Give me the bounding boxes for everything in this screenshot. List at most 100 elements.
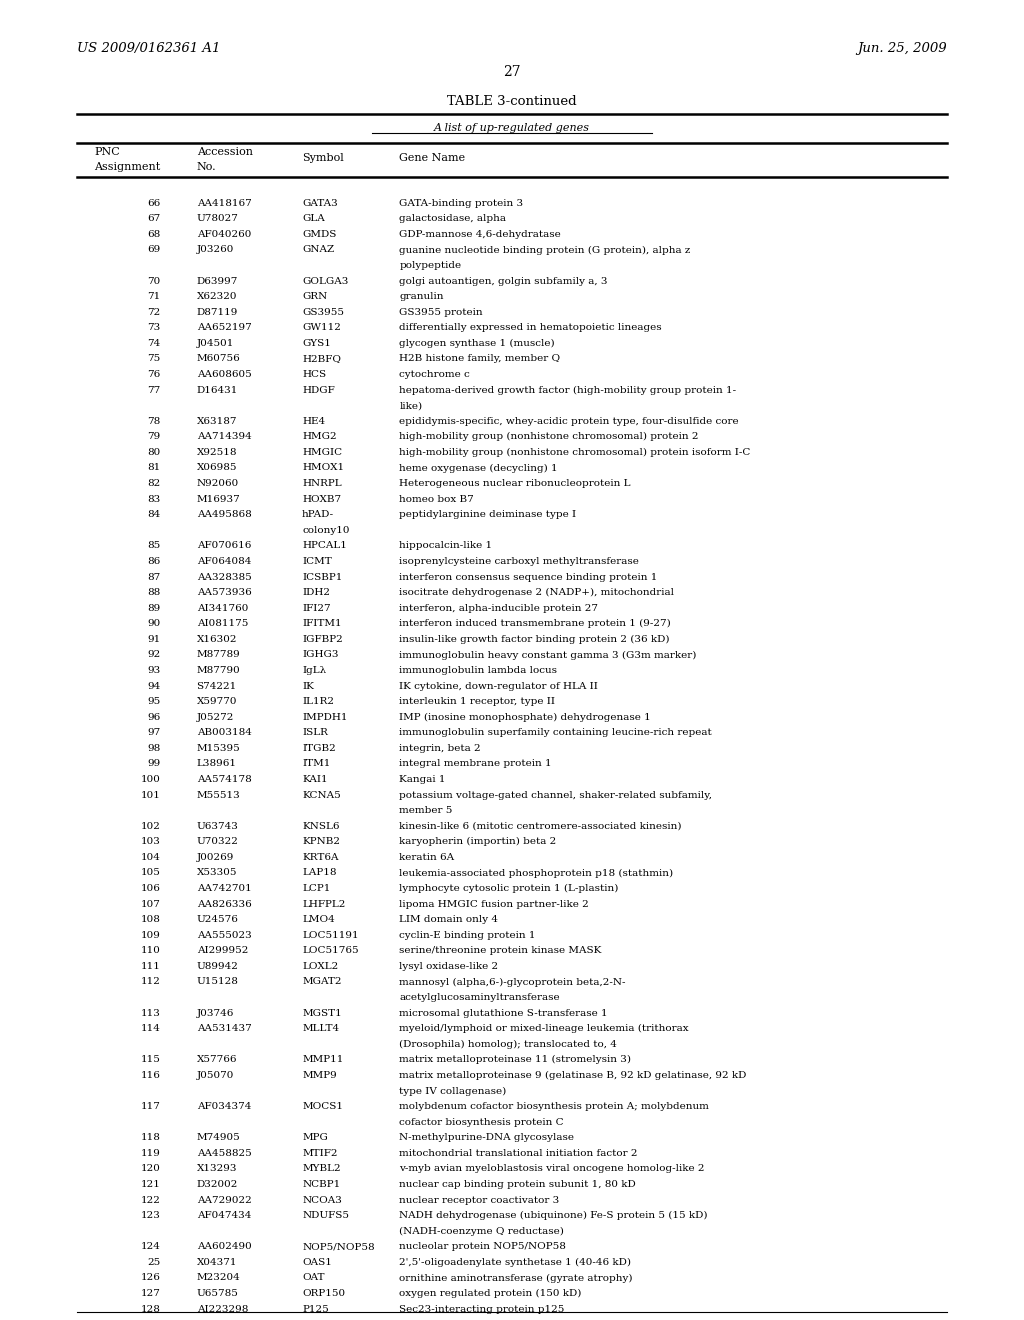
Text: polypeptide: polypeptide <box>399 261 462 271</box>
Text: KPNB2: KPNB2 <box>302 837 340 846</box>
Text: J04501: J04501 <box>197 339 233 348</box>
Text: AA328385: AA328385 <box>197 573 251 582</box>
Text: X16302: X16302 <box>197 635 238 644</box>
Text: HCS: HCS <box>302 370 327 379</box>
Text: AA531437: AA531437 <box>197 1024 251 1034</box>
Text: 102: 102 <box>141 822 161 830</box>
Text: MLLT4: MLLT4 <box>302 1024 339 1034</box>
Text: immunoglobulin heavy constant gamma 3 (G3m marker): immunoglobulin heavy constant gamma 3 (G… <box>399 651 696 660</box>
Text: 27: 27 <box>503 65 521 79</box>
Text: OAS1: OAS1 <box>302 1258 332 1267</box>
Text: NADH dehydrogenase (ubiquinone) Fe-S protein 5 (15 kD): NADH dehydrogenase (ubiquinone) Fe-S pro… <box>399 1212 708 1220</box>
Text: LHFPL2: LHFPL2 <box>302 900 345 908</box>
Text: 75: 75 <box>147 355 161 363</box>
Text: AI299952: AI299952 <box>197 946 248 956</box>
Text: AA714394: AA714394 <box>197 433 251 441</box>
Text: HMG2: HMG2 <box>302 433 337 441</box>
Text: TABLE 3-continued: TABLE 3-continued <box>447 95 577 108</box>
Text: J00269: J00269 <box>197 853 233 862</box>
Text: (Drosophila) homolog); translocated to, 4: (Drosophila) homolog); translocated to, … <box>399 1040 617 1049</box>
Text: H2BFQ: H2BFQ <box>302 355 341 363</box>
Text: IGFBP2: IGFBP2 <box>302 635 343 644</box>
Text: AA574178: AA574178 <box>197 775 251 784</box>
Text: MMP9: MMP9 <box>302 1071 337 1080</box>
Text: NOP5/NOP58: NOP5/NOP58 <box>302 1242 375 1251</box>
Text: 88: 88 <box>147 589 161 597</box>
Text: 98: 98 <box>147 744 161 752</box>
Text: 110: 110 <box>141 946 161 956</box>
Text: IK: IK <box>302 681 314 690</box>
Text: 117: 117 <box>141 1102 161 1111</box>
Text: Gene Name: Gene Name <box>399 153 466 162</box>
Text: 71: 71 <box>147 292 161 301</box>
Text: MGAT2: MGAT2 <box>302 978 342 986</box>
Text: IFI27: IFI27 <box>302 603 331 612</box>
Text: 126: 126 <box>141 1274 161 1283</box>
Text: MMP11: MMP11 <box>302 1056 343 1064</box>
Text: ITM1: ITM1 <box>302 759 331 768</box>
Text: 109: 109 <box>141 931 161 940</box>
Text: P125: P125 <box>302 1304 329 1313</box>
Text: golgi autoantigen, golgin subfamily a, 3: golgi autoantigen, golgin subfamily a, 3 <box>399 277 608 285</box>
Text: IMPDH1: IMPDH1 <box>302 713 347 722</box>
Text: LIM domain only 4: LIM domain only 4 <box>399 915 499 924</box>
Text: 73: 73 <box>147 323 161 333</box>
Text: GNAZ: GNAZ <box>302 246 334 255</box>
Text: karyopherin (importin) beta 2: karyopherin (importin) beta 2 <box>399 837 557 846</box>
Text: high-mobility group (nonhistone chromosomal) protein isoform I-C: high-mobility group (nonhistone chromoso… <box>399 447 751 457</box>
Text: 114: 114 <box>141 1024 161 1034</box>
Text: 84: 84 <box>147 511 161 519</box>
Text: 67: 67 <box>147 214 161 223</box>
Text: 122: 122 <box>141 1196 161 1205</box>
Text: lysyl oxidase-like 2: lysyl oxidase-like 2 <box>399 962 499 972</box>
Text: colony10: colony10 <box>302 525 349 535</box>
Text: 69: 69 <box>147 246 161 255</box>
Text: hPAD-: hPAD- <box>302 511 334 519</box>
Text: isoprenylcysteine carboxyl methyltransferase: isoprenylcysteine carboxyl methyltransfe… <box>399 557 639 566</box>
Text: v-myb avian myeloblastosis viral oncogene homolog-like 2: v-myb avian myeloblastosis viral oncogen… <box>399 1164 705 1173</box>
Text: 89: 89 <box>147 603 161 612</box>
Text: lymphocyte cytosolic protein 1 (L-plastin): lymphocyte cytosolic protein 1 (L-plasti… <box>399 884 618 894</box>
Text: M74905: M74905 <box>197 1134 241 1142</box>
Text: cofactor biosynthesis protein C: cofactor biosynthesis protein C <box>399 1118 564 1127</box>
Text: 112: 112 <box>141 978 161 986</box>
Text: immunoglobulin lambda locus: immunoglobulin lambda locus <box>399 667 557 675</box>
Text: granulin: granulin <box>399 292 443 301</box>
Text: interferon consensus sequence binding protein 1: interferon consensus sequence binding pr… <box>399 573 657 582</box>
Text: AI341760: AI341760 <box>197 603 248 612</box>
Text: 121: 121 <box>141 1180 161 1189</box>
Text: AA652197: AA652197 <box>197 323 251 333</box>
Text: cyclin-E binding protein 1: cyclin-E binding protein 1 <box>399 931 536 940</box>
Text: nucleolar protein NOP5/NOP58: nucleolar protein NOP5/NOP58 <box>399 1242 566 1251</box>
Text: M55513: M55513 <box>197 791 241 800</box>
Text: 87: 87 <box>147 573 161 582</box>
Text: AF040260: AF040260 <box>197 230 251 239</box>
Text: LAP18: LAP18 <box>302 869 337 878</box>
Text: 120: 120 <box>141 1164 161 1173</box>
Text: MOCS1: MOCS1 <box>302 1102 343 1111</box>
Text: microsomal glutathione S-transferase 1: microsomal glutathione S-transferase 1 <box>399 1008 608 1018</box>
Text: AF070616: AF070616 <box>197 541 251 550</box>
Text: GDP-mannose 4,6-dehydratase: GDP-mannose 4,6-dehydratase <box>399 230 561 239</box>
Text: D63997: D63997 <box>197 277 238 285</box>
Text: immunoglobulin superfamily containing leucine-rich repeat: immunoglobulin superfamily containing le… <box>399 729 712 738</box>
Text: X53305: X53305 <box>197 869 238 878</box>
Text: 116: 116 <box>141 1071 161 1080</box>
Text: KCNA5: KCNA5 <box>302 791 341 800</box>
Text: GATA-binding protein 3: GATA-binding protein 3 <box>399 199 523 207</box>
Text: J03260: J03260 <box>197 246 233 255</box>
Text: X57766: X57766 <box>197 1056 238 1064</box>
Text: Assignment: Assignment <box>94 162 161 172</box>
Text: like): like) <box>399 401 423 411</box>
Text: 66: 66 <box>147 199 161 207</box>
Text: ITGB2: ITGB2 <box>302 744 336 752</box>
Text: N92060: N92060 <box>197 479 239 488</box>
Text: HMGIC: HMGIC <box>302 447 342 457</box>
Text: peptidylarginine deiminase type I: peptidylarginine deiminase type I <box>399 511 577 519</box>
Text: 79: 79 <box>147 433 161 441</box>
Text: type IV collagenase): type IV collagenase) <box>399 1086 507 1096</box>
Text: U15128: U15128 <box>197 978 239 986</box>
Text: AA573936: AA573936 <box>197 589 251 597</box>
Text: Kangai 1: Kangai 1 <box>399 775 445 784</box>
Text: 115: 115 <box>141 1056 161 1064</box>
